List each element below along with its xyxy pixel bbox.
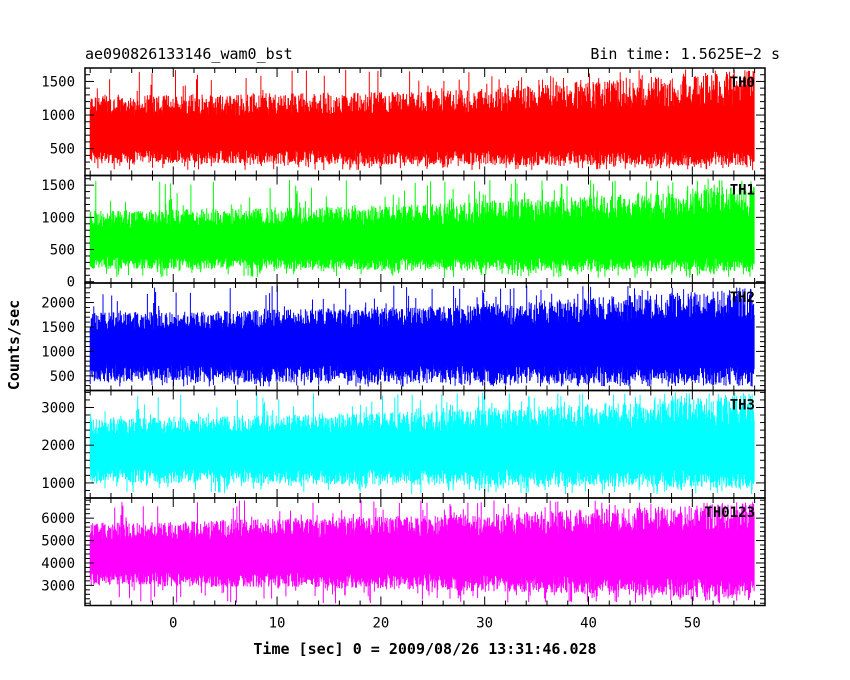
x-tick-label: 30 <box>476 616 493 632</box>
y-tick-label: 1000 <box>41 108 75 124</box>
y-tick-label: 1500 <box>41 74 75 90</box>
panel-th0: 500 1000 1500 TH0 <box>41 67 766 177</box>
y-tick-label: 3000 <box>41 578 75 594</box>
x-tick-label: 10 <box>269 616 286 632</box>
panels-group: 500 1000 1500 TH0 0 500 1000 1500 TH1 500 1000 1500… <box>41 67 766 607</box>
series-th0123 <box>89 500 755 604</box>
chart-title: ae090826133146_wam0_bst <box>85 45 293 63</box>
panel-label: TH0123 <box>704 505 755 521</box>
y-tick-label: 500 <box>50 142 75 158</box>
y-tick-label: 1000 <box>41 476 75 492</box>
y-tick-label: 1000 <box>41 344 75 360</box>
y-tick-label: 1500 <box>41 178 75 194</box>
x-tick-label: 40 <box>580 616 597 632</box>
y-tick-label: 500 <box>50 243 75 259</box>
series-th3 <box>89 392 755 494</box>
y-tick-label: 2000 <box>41 296 75 312</box>
panel-th3: 1000 2000 3000 TH3 <box>41 389 766 499</box>
x-tick-label: 50 <box>684 616 701 632</box>
y-tick-label: 1500 <box>41 320 75 336</box>
panel-th2: 500 1000 1500 2000 TH2 <box>41 282 766 392</box>
panel-th1: 0 500 1000 1500 TH1 <box>41 174 766 291</box>
y-axis-label: Counts/sec <box>5 300 23 390</box>
panel-frame <box>84 497 766 607</box>
x-tick-label: 0 <box>169 616 177 632</box>
y-tick-label: 4000 <box>41 556 75 572</box>
y-tick-label: 5000 <box>41 534 75 550</box>
series-th1 <box>89 178 755 278</box>
panel-label: TH2 <box>730 290 755 306</box>
panel-label: TH0 <box>730 75 755 91</box>
series-th0 <box>89 69 755 171</box>
panel-label: TH3 <box>730 398 755 414</box>
x-axis: 0 10 20 30 40 50 <box>169 616 701 632</box>
series-th2 <box>89 285 755 387</box>
panel-th0123: 3000 4000 5000 6000 TH0123 <box>41 497 766 607</box>
x-tick-label: 20 <box>372 616 389 632</box>
y-tick-label: 2000 <box>41 438 75 454</box>
bin-time-label: Bin time: 1.5625E−2 s <box>590 45 780 63</box>
y-tick-label: 0 <box>67 275 75 291</box>
panel-label: TH1 <box>730 183 755 199</box>
y-tick-label: 3000 <box>41 400 75 416</box>
x-axis-label: Time [sec] 0 = 2009/08/26 13:31:46.028 <box>253 640 596 658</box>
y-tick-label: 1000 <box>41 210 75 226</box>
y-tick-label: 6000 <box>41 511 75 527</box>
y-tick-label: 500 <box>50 369 75 385</box>
